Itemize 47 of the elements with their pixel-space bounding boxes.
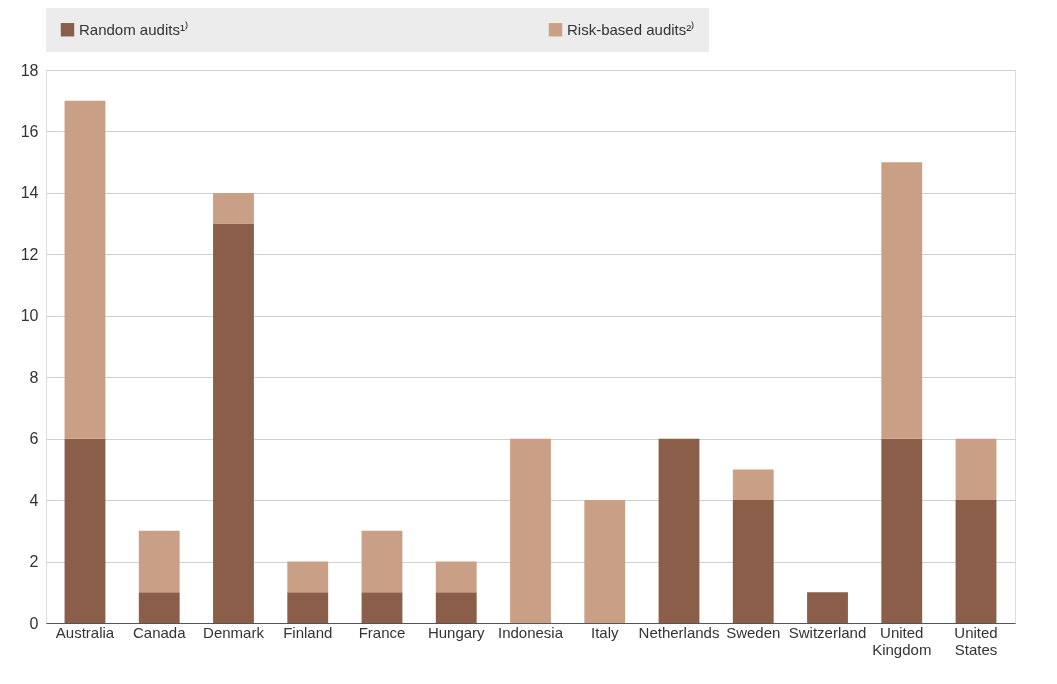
y-tick-label: 12 [20, 245, 39, 263]
x-tick-label: Hungary [427, 623, 486, 641]
bar [435, 592, 477, 623]
bar [64, 438, 106, 623]
bar [881, 162, 923, 439]
bar [955, 500, 997, 623]
x-tick-label: Netherlands [638, 623, 720, 641]
x-tick-label: United Kingdom [872, 623, 932, 658]
bar [287, 561, 329, 593]
bar [955, 438, 997, 501]
bar [881, 438, 923, 623]
x-tick-label: Australia [55, 623, 115, 641]
x-tick-label: Denmark [203, 623, 265, 641]
bar [435, 561, 477, 593]
bar [510, 438, 551, 623]
bar [584, 500, 626, 623]
bar [658, 438, 700, 623]
bar [287, 592, 329, 623]
legend-label: Random audits¹⁾ [79, 20, 188, 38]
x-tick-label: Italy [591, 623, 619, 641]
x-tick-label: Switzerland [788, 623, 867, 641]
bar [138, 530, 180, 593]
bar [213, 223, 254, 623]
bar [732, 469, 774, 501]
x-tick-label: United States [954, 623, 998, 658]
y-tick-label: 18 [20, 61, 39, 79]
bar [732, 500, 774, 623]
x-tick-label: Indonesia [497, 623, 564, 641]
bar [138, 592, 180, 623]
bar [64, 100, 106, 439]
x-tick-label: Sweden [726, 623, 781, 641]
y-tick-label: 6 [29, 430, 39, 448]
bar [807, 592, 848, 623]
y-tick-label: 10 [20, 307, 39, 325]
bar [361, 592, 403, 623]
y-tick-label: 2 [29, 553, 39, 571]
bar [361, 530, 403, 593]
y-tick-label: 16 [20, 122, 39, 140]
x-tick-label: Finland [283, 623, 333, 641]
y-tick-label: 8 [29, 368, 39, 386]
y-tick-label: 14 [20, 184, 39, 202]
bar [213, 192, 254, 224]
legend-label: Risk-based audits²⁾ [567, 20, 695, 38]
x-tick-label: Canada [132, 623, 187, 641]
y-tick-label: 0 [29, 614, 39, 632]
y-tick-label: 4 [29, 491, 39, 509]
x-tick-label: France [358, 623, 406, 641]
